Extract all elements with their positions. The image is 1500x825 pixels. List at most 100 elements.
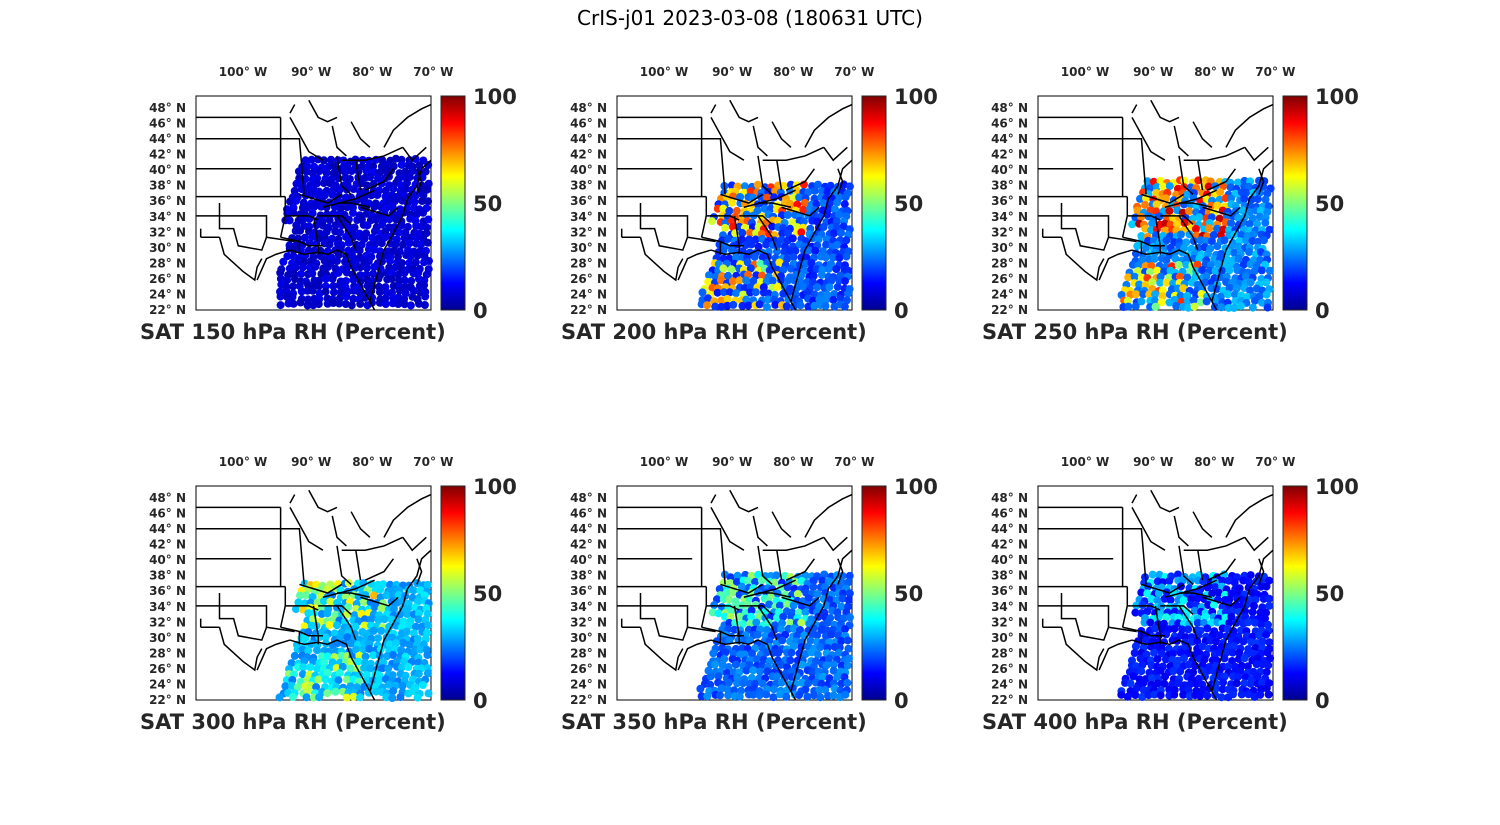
rh-point [424, 257, 433, 265]
rh-point [409, 286, 418, 295]
rh-point [1141, 262, 1150, 271]
rh-point [334, 250, 343, 259]
boundary-line [777, 550, 782, 580]
lat-tick-label: 42° N [991, 148, 1028, 162]
rh-point [367, 615, 375, 624]
boundary-line [1198, 160, 1203, 190]
rh-point [793, 590, 802, 598]
rh-point [825, 674, 834, 683]
rh-point [1170, 624, 1179, 633]
rh-point [405, 640, 414, 649]
rh-point [773, 247, 781, 256]
rh-point [334, 676, 343, 685]
boundary-line [337, 203, 370, 207]
rh-point [751, 601, 760, 609]
rh-point [398, 682, 407, 690]
rh-point [1263, 189, 1272, 198]
rh-point [1137, 213, 1146, 221]
lat-tick-label: 26° N [570, 662, 607, 676]
rh-point [1253, 219, 1262, 228]
rh-point [335, 281, 344, 290]
rh-point [311, 262, 320, 271]
rh-point [331, 687, 340, 696]
rh-point [1189, 254, 1198, 263]
rh-point [742, 666, 751, 675]
lat-tick-label: 46° N [570, 117, 607, 131]
boundary-line [1132, 640, 1217, 700]
rh-point [783, 254, 792, 263]
lat-tick-label: 24° N [570, 677, 607, 691]
rh-point [418, 197, 427, 206]
boundary-line [1062, 237, 1104, 280]
rh-point [845, 613, 854, 622]
rh-point [696, 684, 705, 693]
rh-point [1263, 303, 1272, 312]
rh-point [1218, 576, 1227, 585]
rh-point [1186, 600, 1195, 609]
rh-point [312, 580, 321, 589]
lat-tick-label: 28° N [570, 256, 607, 270]
rh-point [390, 197, 399, 206]
boundary-line [1259, 169, 1264, 195]
rh-point [338, 662, 347, 671]
rh-point [349, 286, 358, 295]
lat-tick-label: 44° N [991, 522, 1028, 536]
rh-point [840, 200, 849, 209]
rh-point [374, 634, 382, 643]
rh-point [389, 246, 398, 255]
rh-point [1174, 570, 1182, 579]
boundary-line [838, 169, 843, 195]
boundary-line [290, 507, 323, 550]
rh-point [747, 240, 756, 249]
rh-point [1260, 236, 1268, 245]
rh-point [765, 266, 774, 275]
rh-point [414, 615, 423, 624]
rh-point [720, 288, 729, 297]
rh-point [821, 302, 830, 310]
rh-point [1207, 201, 1216, 210]
rh-point [1133, 206, 1142, 215]
rh-point [809, 583, 818, 592]
rh-point [341, 300, 350, 308]
rh-point [763, 193, 771, 202]
rh-point [359, 645, 368, 654]
boundary-line [1132, 105, 1137, 114]
rh-point [321, 633, 330, 642]
lon-tick-label: 70° W [413, 65, 453, 79]
rh-point [1224, 576, 1233, 585]
rh-point [395, 286, 404, 295]
rh-point [1255, 631, 1264, 640]
rh-point [323, 609, 332, 618]
colorbar-tick-label: 50 [473, 192, 502, 216]
boundary-line [337, 546, 351, 585]
rh-point [717, 276, 725, 285]
rh-point [1265, 638, 1274, 647]
rh-point [1186, 680, 1195, 689]
boundary-line [1226, 495, 1273, 538]
boundary-line [1184, 147, 1245, 160]
rh-point [287, 659, 296, 668]
rh-point [389, 282, 398, 290]
rh-point [782, 302, 791, 311]
rh-point [764, 289, 773, 298]
lat-tick-label: 22° N [991, 693, 1028, 707]
rh-point [285, 264, 294, 273]
boundary-line [702, 587, 707, 628]
rh-point [1146, 618, 1155, 627]
boundary-line [1165, 580, 1217, 597]
rh-point [717, 302, 726, 311]
rh-point [803, 288, 812, 297]
rh-point [1183, 296, 1192, 305]
colorbar-tick-label: 50 [1315, 582, 1344, 606]
rh-point [323, 668, 332, 677]
rh-point [399, 172, 408, 181]
rh-point [1244, 618, 1253, 627]
colorbar [1282, 95, 1308, 311]
rh-point [778, 229, 787, 238]
rh-point [833, 198, 842, 207]
rh-point [400, 276, 409, 285]
rh-point [1208, 630, 1217, 639]
boundary-line [782, 207, 820, 216]
rh-point [803, 692, 812, 701]
rh-point [1169, 667, 1178, 675]
